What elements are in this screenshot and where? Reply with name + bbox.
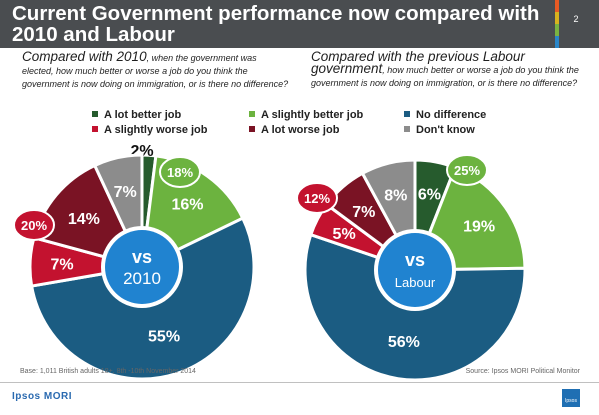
stripe-2 [555, 12, 559, 24]
donut-center [105, 230, 179, 304]
slice-label-a-lot-worse: 14% [68, 211, 100, 228]
legend-swatch [404, 111, 410, 117]
total-label-better: 25% [454, 163, 480, 178]
color-stripes [555, 0, 559, 48]
legend-label: Don't know [416, 124, 475, 136]
stripe-4 [555, 36, 559, 48]
legend-label: A lot better job [104, 109, 182, 121]
left-question: Compared with 2010, when the government … [22, 49, 290, 90]
slice-label-slightly-worse: 7% [51, 256, 74, 273]
slice-label-no-difference: 55% [148, 329, 180, 346]
slice-label-dont-know: 7% [114, 184, 137, 201]
legend-item: Don't know [404, 124, 475, 136]
stripe-1 [555, 0, 559, 12]
legend-item: A lot better job [92, 109, 181, 121]
legend-swatch [92, 126, 98, 132]
brand-name: Ipsos MORI [12, 391, 73, 402]
legend-item: A lot worse job [249, 124, 339, 136]
total-bubble-better [159, 156, 201, 188]
legend-swatch [249, 126, 255, 132]
legend-label: A slightly worse job [104, 124, 208, 136]
left-question-body: , when the government was elected, how m… [22, 53, 289, 89]
ipsos-logo: Ipsos [562, 389, 580, 407]
total-label-worse: 20% [21, 218, 47, 233]
logo-text: Ipsos [565, 398, 577, 404]
stripe-3 [555, 24, 559, 36]
page-number: 2 [573, 14, 579, 24]
legend-swatch [404, 126, 410, 132]
total-bubble-worse [13, 209, 55, 241]
total-label-worse: 12% [304, 191, 330, 206]
footer-divider [0, 382, 599, 383]
legend-item: A slightly worse job [92, 124, 208, 136]
legend-swatch [92, 111, 98, 117]
right-question-body: , how much better or worse a job do you … [311, 65, 579, 88]
slice-label-no-difference: 56% [388, 334, 420, 351]
right-question-lead: Compared with the previous Labour govern… [311, 49, 525, 76]
slide-title: Current Government performance now compa… [12, 2, 540, 46]
total-label-better: 18% [167, 165, 193, 180]
slice-label-slightly-worse: 5% [333, 226, 356, 243]
left-question-lead: Compared with 2010 [22, 49, 147, 64]
legend-item: No difference [404, 109, 486, 121]
legend-swatch [249, 111, 255, 117]
slice-label-slightly-better: 19% [463, 219, 495, 236]
legend-item: A slightly better job [249, 109, 363, 121]
center-label-vs: vs [132, 247, 152, 267]
legend-label: A slightly better job [261, 109, 364, 121]
right-question: Compared with the previous Labour govern… [311, 49, 581, 89]
center-label-comparison: 2010 [123, 269, 161, 288]
base-note: Base: 1,011 British adults 18+, 8th -10t… [20, 368, 196, 375]
slide-header: Current Government performance now compa… [0, 0, 599, 48]
center-label-vs: vs [405, 250, 425, 270]
legend-label: A lot worse job [261, 124, 340, 136]
center-label-comparison: Labour [395, 275, 436, 290]
source-note: Source: Ipsos MORI Political Monitor [465, 368, 580, 375]
total-bubble-worse [296, 182, 338, 214]
slice-label-dont-know: 8% [384, 187, 407, 204]
slice-label-slightly-better: 16% [171, 197, 203, 214]
legend-label: No difference [416, 109, 487, 121]
donut-center [378, 233, 452, 307]
slice-label-a-lot-worse: 7% [352, 204, 375, 221]
total-bubble-better [446, 154, 488, 186]
slice-label-a-lot-better: 6% [418, 186, 441, 203]
